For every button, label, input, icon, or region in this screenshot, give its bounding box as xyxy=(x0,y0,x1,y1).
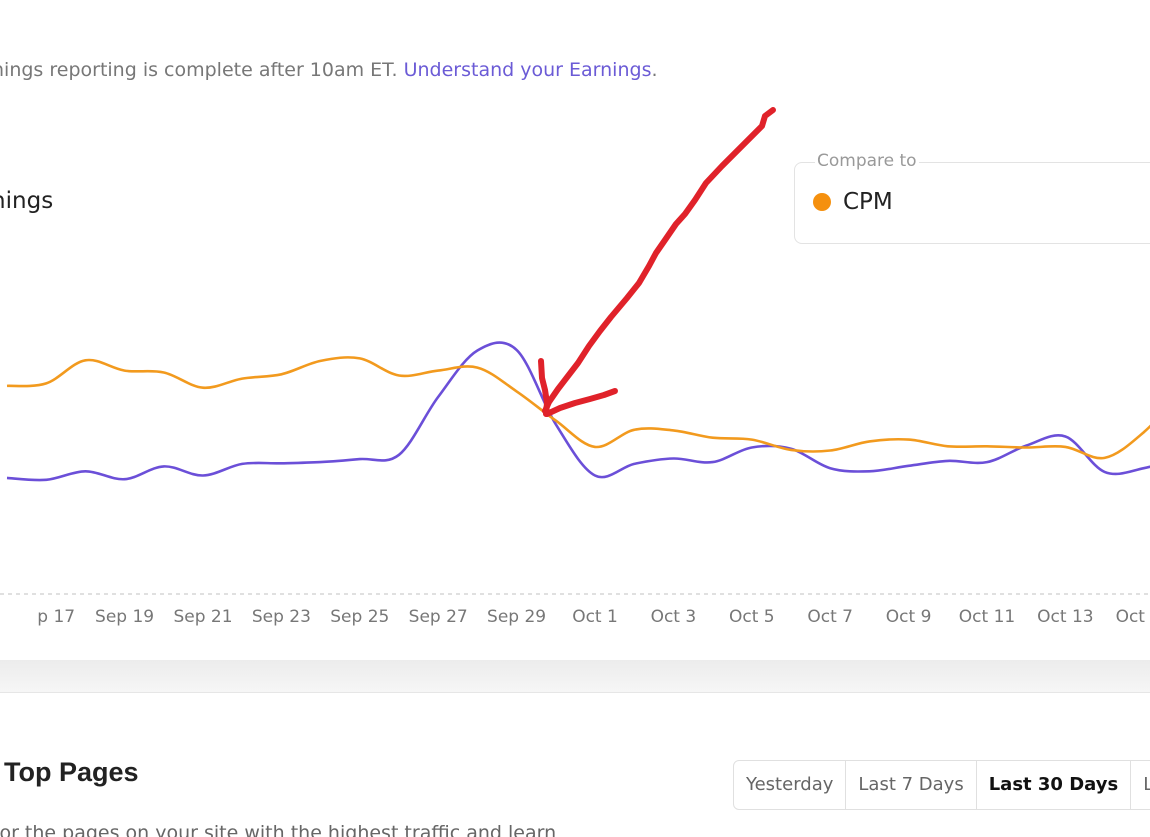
x-tick-label: Oct 9 xyxy=(886,607,932,627)
arrow-shaft xyxy=(542,107,776,414)
x-tick-label: p 17 xyxy=(37,607,75,627)
x-tick-label: Sep 29 xyxy=(487,607,546,627)
x-tick-label: Oct 3 xyxy=(651,607,697,627)
range-button-last-90[interactable]: Last 90 xyxy=(1131,761,1150,809)
range-button-last-7-days[interactable]: Last 7 Days xyxy=(846,761,977,809)
compare-option-label: CPM xyxy=(843,189,893,215)
range-button-last-30-days[interactable]: Last 30 Days xyxy=(977,761,1132,809)
notice-text: nings reporting is complete after 10am E… xyxy=(0,59,404,81)
earnings-notice: nings reporting is complete after 10am E… xyxy=(0,59,658,81)
x-tick-label: Sep 23 xyxy=(252,607,311,627)
section-divider xyxy=(0,660,1150,693)
x-tick-label: Oct 7 xyxy=(807,607,853,627)
top-pages-description: tor the pages on your site with the high… xyxy=(0,822,557,837)
arrow-head-right xyxy=(544,388,618,417)
x-tick-label: Sep 19 xyxy=(95,607,154,627)
notice-suffix: . xyxy=(651,59,658,81)
series-layer xyxy=(6,341,1150,482)
x-tick-label: Oct 1 xyxy=(572,607,618,627)
x-tick-label: Oct 5 xyxy=(729,607,775,627)
understand-earnings-link[interactable]: Understand your Earnings xyxy=(403,59,652,81)
earnings-line-chart: p 17 Sep 19 Sep 21 Sep 23 Sep 25 Sep 27 Sep 29… xyxy=(0,107,1150,627)
x-tick-label: Sep 25 xyxy=(330,607,389,627)
x-axis-labels: p 17 Sep 19 Sep 21 Sep 23 Sep 25 Sep 27 Sep 29… xyxy=(37,607,1150,627)
x-tick-label: Sep 27 xyxy=(409,607,468,627)
x-tick-label: Sep 21 xyxy=(173,607,232,627)
top-pages-title: r Top Pages xyxy=(0,757,139,787)
x-tick-label: Oct 11 xyxy=(959,607,1015,627)
compare-option-cpm[interactable]: CPM xyxy=(813,189,893,215)
range-button-yesterday[interactable]: Yesterday xyxy=(734,761,847,809)
cpm-series-line xyxy=(6,356,1150,460)
compare-legend: Compare to xyxy=(815,151,919,171)
earnings-series-line xyxy=(6,341,1150,482)
compare-to-panel: Compare to CPM xyxy=(794,151,1150,244)
x-tick-label: Oct 13 xyxy=(1037,607,1093,627)
arrow-head-left xyxy=(538,358,550,417)
x-tick-label: Oct 15 xyxy=(1116,607,1150,627)
metric-title: rnings xyxy=(0,188,54,214)
red-arrow-annotation xyxy=(538,107,776,417)
cpm-dot-icon xyxy=(813,193,831,211)
